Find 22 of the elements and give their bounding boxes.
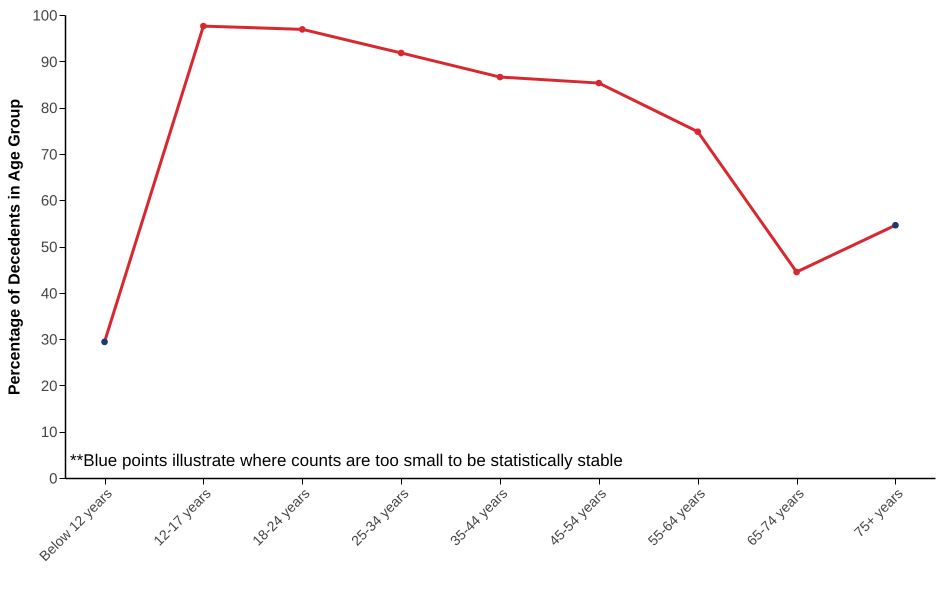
y-tick-label: 90: [40, 54, 58, 71]
point: [298, 26, 306, 33]
y-tick-label: 40: [40, 285, 58, 302]
y-tick-label: 20: [40, 378, 58, 395]
y-axis-title: Percentage of Decedents in Age Group: [6, 98, 24, 396]
point: [398, 50, 404, 56]
annotation: **Blue points illustrate where counts are too small to be statistically stable: [70, 451, 623, 470]
y-tick-label: 60: [40, 192, 58, 210]
y-tick-label: 10: [40, 424, 58, 442]
point: [694, 128, 702, 136]
point: [596, 80, 602, 86]
point: [496, 74, 504, 80]
y-tick-label: 0: [49, 470, 58, 488]
point: [892, 222, 899, 229]
y-tick-label: 80: [40, 100, 58, 118]
y-tick-label: 50: [40, 239, 58, 256]
point: [793, 268, 800, 276]
y-tick-label: 30: [40, 332, 58, 349]
point: [101, 338, 108, 346]
y-tick-label: 100: [32, 8, 58, 24]
point: [200, 22, 207, 30]
y-tick-label: 70: [40, 146, 58, 164]
